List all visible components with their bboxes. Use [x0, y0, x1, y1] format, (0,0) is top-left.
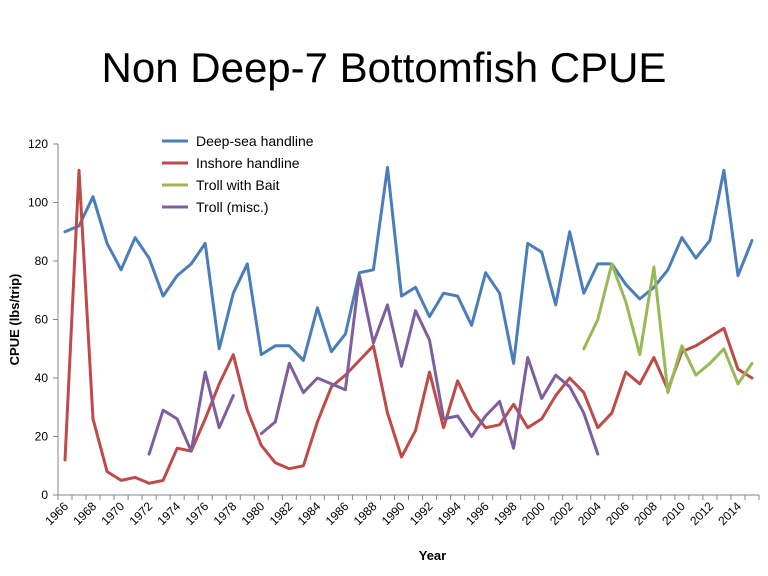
x-tick-label: 2012: [687, 499, 716, 528]
x-tick-label: 1972: [126, 499, 155, 528]
x-tick-label: 2000: [519, 499, 548, 528]
chart-axes: [53, 143, 760, 500]
x-tick-label: 1970: [98, 499, 127, 528]
legend-label: Inshore handline: [196, 155, 300, 171]
legend-label: Deep-sea handline: [196, 133, 314, 149]
x-tick-label: 2006: [603, 499, 632, 528]
x-tick-label: 1974: [155, 499, 184, 528]
series-line-3: [259, 274, 600, 456]
x-tick-label: 1994: [435, 499, 464, 528]
x-tick-label: 2010: [659, 499, 688, 528]
y-tick-label: 0: [41, 488, 48, 502]
x-tick-label: 1998: [491, 499, 520, 528]
x-tick-label: 1990: [379, 499, 408, 528]
chart-title: Non Deep-7 Bottomfish CPUE: [101, 44, 667, 91]
y-tick-label: 120: [28, 137, 48, 151]
x-tick-label: 2008: [631, 499, 660, 528]
x-tick-labels: 1966 1968 1970 1972 1974 1976 1978 1980 1982 1984…: [42, 499, 744, 528]
x-tick-label: 2004: [575, 499, 604, 528]
x-tick-label: 1986: [323, 499, 352, 528]
x-tick-label: 2014: [715, 499, 744, 528]
x-tick-label: 1982: [267, 499, 296, 528]
x-tick-label: 1978: [211, 499, 240, 528]
x-tick-label: 1980: [239, 499, 268, 528]
x-tick-label: 1988: [351, 499, 380, 528]
x-tick-label: 1976: [183, 499, 212, 528]
y-tick-label: 40: [35, 371, 49, 385]
x-tick-label: 2002: [547, 499, 576, 528]
series-line-0: [63, 165, 754, 365]
series-line-2: [582, 262, 754, 395]
series-line-3: [147, 370, 235, 456]
y-tick-label: 20: [35, 430, 49, 444]
x-tick-label: 1968: [70, 499, 99, 528]
y-tick-label: 80: [35, 254, 49, 268]
y-axis-title: CPUE (lbs/trip): [7, 274, 22, 366]
legend-label: Troll with Bait: [196, 177, 280, 193]
y-tick-labels: 0 20 40 60 80 100 120: [28, 137, 48, 502]
series-lines: [63, 165, 754, 485]
x-axis-title: Year: [419, 548, 446, 563]
x-tick-label: 1996: [463, 499, 492, 528]
chart-legend: Deep-sea handline Inshore handline Troll w…: [162, 133, 314, 215]
y-tick-label: 60: [35, 313, 49, 327]
series-line-1: [63, 168, 754, 485]
x-tick-label: 1966: [42, 499, 71, 528]
y-tick-label: 100: [28, 196, 48, 210]
legend-label: Troll (misc.): [196, 199, 269, 215]
x-tick-label: 1992: [407, 499, 436, 528]
x-tick-label: 1984: [295, 499, 324, 528]
